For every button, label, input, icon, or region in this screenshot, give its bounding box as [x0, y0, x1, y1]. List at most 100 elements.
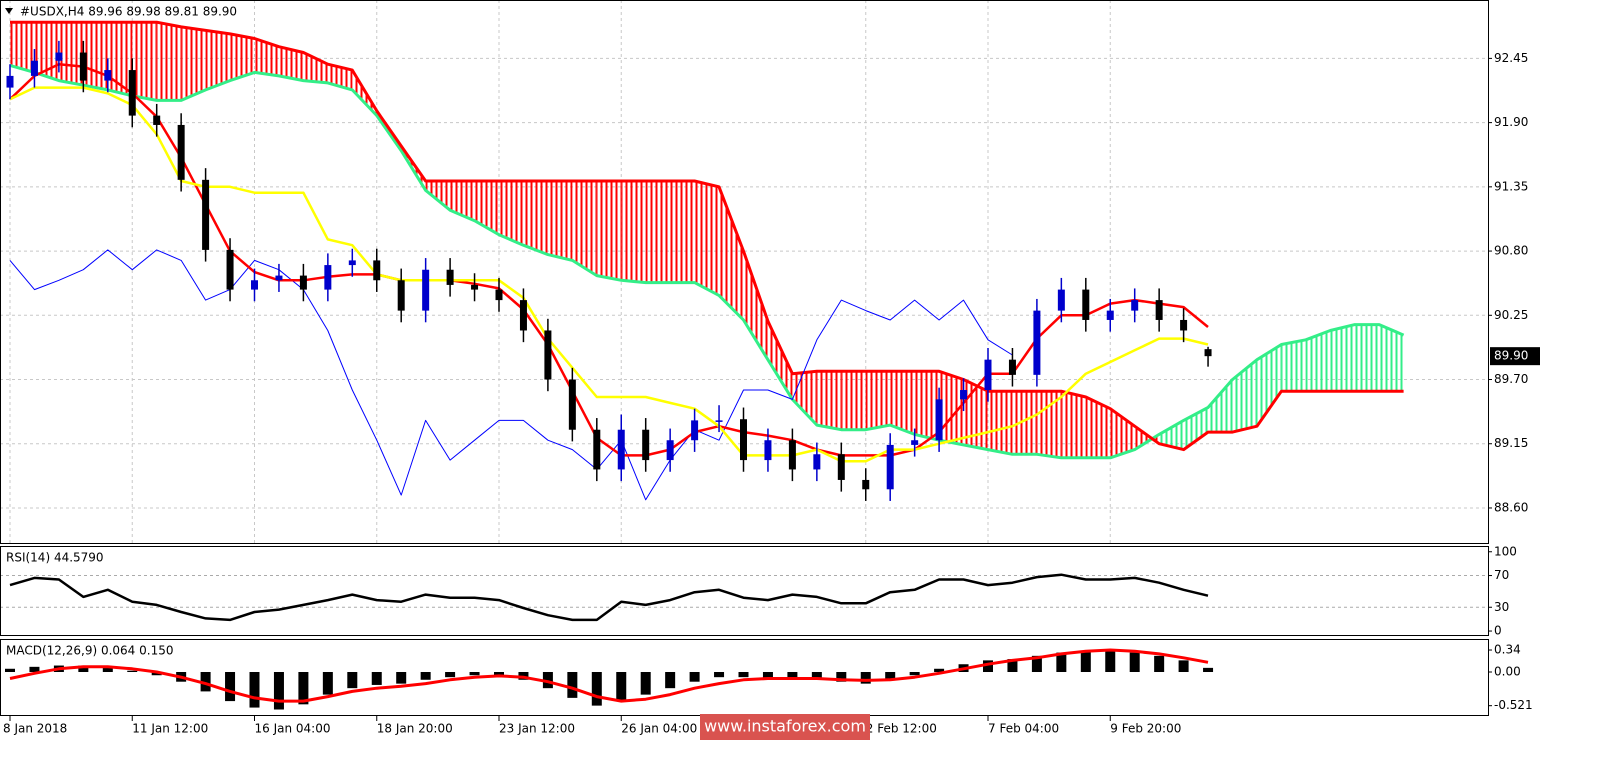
- x-tick-label: 11 Jan 12:00: [132, 722, 208, 736]
- y-tick-label: -0.521: [1494, 698, 1533, 712]
- candle-body: [984, 359, 992, 391]
- cloud-segment: [450, 181, 475, 221]
- y-tick-label: 88.60: [1494, 500, 1528, 514]
- cloud-segment: [83, 22, 108, 90]
- macd-bar: [273, 672, 284, 710]
- candle-body: [593, 429, 601, 470]
- y-tick-label: 90.25: [1494, 308, 1528, 322]
- candle-body: [471, 284, 479, 290]
- macd-bar: [102, 666, 113, 673]
- macd-bar: [983, 660, 993, 673]
- cloud-segment: [988, 391, 1013, 455]
- candle-body: [79, 52, 87, 81]
- cloud-segment: [156, 22, 182, 101]
- candle-body: [740, 419, 747, 461]
- watermark-box: [700, 714, 870, 740]
- x-tick-label: 9 Feb 20:00: [1110, 722, 1181, 736]
- macd-bar: [371, 672, 382, 685]
- cloud-segment: [572, 181, 597, 276]
- cloud-segment: [499, 181, 524, 246]
- candle-body: [348, 260, 356, 266]
- macd-bar: [78, 665, 89, 673]
- macd-bar: [689, 672, 700, 682]
- ichimoku-line: [9, 86, 1209, 463]
- y-tick-label: 70: [1494, 568, 1509, 582]
- macd-bar: [591, 672, 602, 706]
- candle-body: [837, 454, 845, 480]
- macd-bar: [1154, 655, 1165, 673]
- rsi-line: [9, 573, 1209, 622]
- candle-body: [422, 269, 430, 311]
- candle-body: [397, 280, 405, 311]
- cloud-segment: [1354, 324, 1380, 392]
- watermark: www.instaforex.com: [704, 717, 866, 736]
- macd-bar: [909, 672, 920, 676]
- cloud-segment: [278, 46, 304, 81]
- macd-bar: [5, 668, 15, 673]
- current-price-label: 89.90: [1494, 349, 1528, 363]
- cloud-segment: [865, 371, 891, 430]
- cloud-segment: [743, 251, 768, 360]
- cloud-segment: [719, 186, 744, 320]
- chikou-span: [9, 249, 1013, 501]
- ichimoku-line: [9, 62, 1209, 457]
- candle-body: [275, 275, 283, 281]
- candle-body: [935, 399, 943, 441]
- macd-bar: [1129, 652, 1140, 673]
- candle-body: [1106, 310, 1114, 320]
- cloud-segment: [425, 181, 451, 211]
- candle-body: [568, 379, 576, 430]
- cloud-segment: [523, 181, 548, 255]
- candle-body: [55, 52, 63, 61]
- cloud-segment: [107, 22, 133, 96]
- candle-body: [1057, 289, 1065, 311]
- macd-bar: [567, 672, 578, 698]
- macd-signal: [9, 648, 1209, 703]
- candle-body: [715, 420, 723, 422]
- cloud-segment: [1281, 339, 1306, 392]
- macd-bar: [934, 668, 945, 673]
- y-tick-label: 100: [1494, 544, 1517, 558]
- cloud-segment: [621, 181, 646, 283]
- candle-body: [519, 300, 527, 331]
- candle-body: [6, 75, 14, 88]
- senkou-span-a: [9, 63, 1405, 460]
- macd-bar: [420, 672, 431, 680]
- x-tick-label: 16 Jan 04:00: [255, 722, 331, 736]
- candle-body: [153, 115, 161, 125]
- cloud-segment: [841, 371, 866, 430]
- candle-body: [788, 440, 796, 470]
- senkou-span-b: [10, 20, 1404, 452]
- current-price-box: [1490, 347, 1540, 366]
- macd-bar: [1007, 659, 1018, 673]
- macd-bar: [1203, 667, 1214, 673]
- candle-body: [764, 440, 772, 461]
- cloud-segment: [1012, 391, 1037, 455]
- price-header: #USDX,H4 89.96 89.98 89.81 89.90: [20, 5, 237, 19]
- cloud-segment: [547, 181, 573, 261]
- candle-body: [862, 479, 870, 490]
- macd-bar: [616, 672, 627, 702]
- menu-triangle[interactable]: [5, 8, 13, 14]
- cloud-segment: [1232, 359, 1257, 433]
- cloud-segment: [1379, 324, 1404, 392]
- cloud-segment: [58, 22, 84, 86]
- cloud-segment: [1159, 420, 1184, 450]
- cloud-segment: [645, 181, 671, 283]
- price-panel-frame: [0, 0, 1489, 544]
- cloud-segment: [10, 22, 35, 73]
- cloud-segment: [1061, 391, 1086, 458]
- cloud-segment: [670, 181, 695, 283]
- cloud-segment: [205, 30, 231, 90]
- macd-bar: [811, 672, 822, 680]
- candle-body: [1082, 289, 1090, 320]
- macd-bar: [29, 666, 40, 673]
- y-tick-label: 0.00: [1494, 665, 1521, 679]
- candle-body: [324, 265, 332, 290]
- cloud-segment: [694, 181, 720, 296]
- candle-body: [886, 444, 894, 490]
- cloud-segment: [254, 38, 279, 76]
- macd-bar: [665, 672, 676, 689]
- macd-header: MACD(12,26,9) 0.064 0.150: [6, 644, 173, 658]
- candle-body: [202, 179, 210, 250]
